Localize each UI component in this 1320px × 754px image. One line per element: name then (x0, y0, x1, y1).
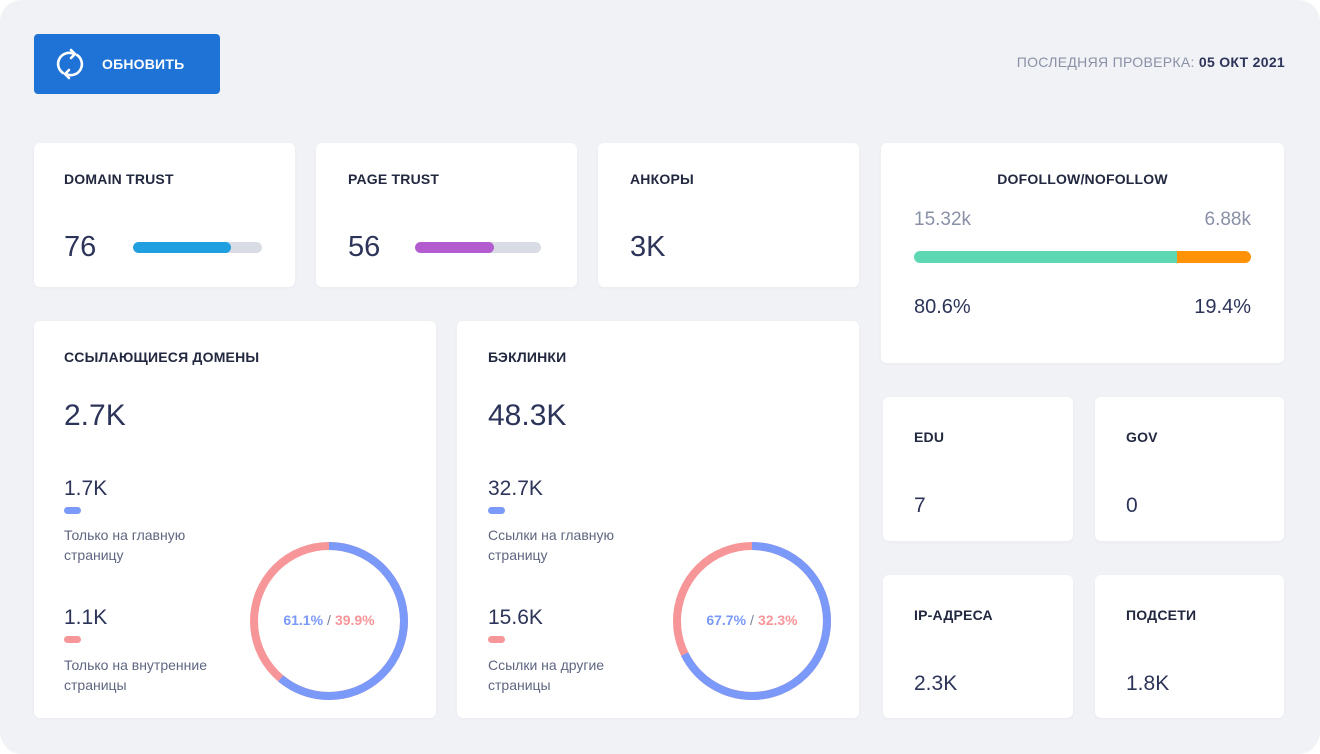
legend-inner-marker (64, 636, 81, 643)
refresh-button[interactable]: ОБНОВИТЬ (34, 34, 220, 94)
backlinks-title: БЭКЛИНКИ (488, 349, 567, 365)
donut-main-segment (250, 542, 408, 700)
referring-domains-inner-desc: Только на внутренние страницы (64, 657, 207, 693)
dofollow-count: 15.32k (914, 209, 972, 230)
subnets-value: 1.8K (1126, 672, 1170, 695)
gov-value: 0 (1126, 494, 1138, 517)
dofollow-percent: 80.6% (914, 296, 971, 318)
dofollow-title: DOFOLLOW/NOFOLLOW (997, 171, 1168, 187)
page-trust-title: PAGE TRUST (348, 171, 440, 187)
donut-separator: / (750, 612, 754, 628)
referring-domains-main-value: 1.7K (64, 477, 108, 500)
backlinks-inner-desc: Ссылки на другие страницы (488, 657, 605, 693)
donut-separator: / (327, 612, 331, 628)
referring-domains-title: ССЫЛАЮЩИЕСЯ ДОМЕНЫ (64, 349, 260, 365)
anchors-card: АНКОРЫ 3K (598, 143, 859, 287)
legend-main-marker (488, 507, 505, 514)
nofollow-count: 6.88k (1204, 209, 1251, 230)
last-check-date: 05 ОКТ 2021 (1198, 54, 1285, 70)
referring-domains-donut-label: 61.1%/39.9% (248, 612, 410, 628)
anchors-value: 3K (630, 231, 666, 263)
gov-card: GOV 0 (1095, 397, 1284, 541)
page-trust-value: 56 (348, 231, 381, 263)
backlinks-card: БЭКЛИНКИ 48.3K 32.7K Ссылки на главную с… (457, 321, 859, 718)
page-trust-bar (415, 242, 541, 253)
ip-addresses-title: IP-АДРЕСА (914, 607, 993, 623)
domain-trust-bar (133, 242, 262, 253)
domain-trust-bar-fill (133, 242, 232, 253)
donut-main-percent: 61.1% (283, 612, 324, 628)
dofollow-ratio-bar (914, 251, 1251, 263)
donut-inner-percent: 32.3% (757, 612, 798, 628)
backlinks-donut: 67.7%/32.3% (671, 540, 833, 702)
page-trust-bar-fill (415, 242, 495, 253)
edu-title: EDU (914, 429, 945, 445)
edu-value: 7 (914, 494, 926, 517)
subnets-card: ПОДСЕТИ 1.8K (1095, 575, 1284, 718)
anchors-title: АНКОРЫ (630, 171, 694, 187)
refresh-icon (55, 46, 85, 82)
refresh-label: ОБНОВИТЬ (102, 56, 185, 72)
nofollow-segment (1176, 251, 1251, 263)
referring-domains-donut-svg (250, 542, 408, 700)
edu-card: EDU 7 (883, 397, 1073, 541)
backlinks-main-desc: Ссылки на главную страницу (488, 527, 615, 563)
donut-main-percent: 67.7% (706, 612, 747, 628)
legend-main-marker (64, 507, 81, 514)
gov-title: GOV (1126, 429, 1158, 445)
backlinks-total: 48.3K (488, 399, 567, 432)
referring-domains-total: 2.7K (64, 399, 126, 432)
backlinks-inner-value: 15.6K (488, 606, 543, 629)
domain-trust-title: DOMAIN TRUST (64, 171, 174, 187)
backlinks-donut-svg (673, 542, 831, 700)
last-check-label: ПОСЛЕДНЯЯ ПРОВЕРКА: (1016, 54, 1195, 70)
backlinks-main-value: 32.7K (488, 477, 543, 500)
legend-inner-marker (488, 636, 505, 643)
ip-addresses-value: 2.3K (914, 672, 958, 695)
donut-main-segment (673, 542, 831, 700)
referring-domains-card: ССЫЛАЮЩИЕСЯ ДОМЕНЫ 2.7K 1.7K Только на г… (34, 321, 436, 718)
domain-trust-value: 76 (64, 231, 97, 263)
last-check: ПОСЛЕДНЯЯ ПРОВЕРКА: 05 ОКТ 2021 (1017, 54, 1285, 70)
referring-domains-donut: 61.1%/39.9% (248, 540, 410, 702)
donut-inner-percent: 39.9% (334, 612, 375, 628)
domain-trust-card: DOMAIN TRUST 76 (34, 143, 295, 287)
referring-domains-inner-value: 1.1K (64, 606, 108, 629)
nofollow-percent: 19.4% (1194, 296, 1251, 318)
backlinks-donut-label: 67.7%/32.3% (671, 612, 833, 628)
subnets-title: ПОДСЕТИ (1126, 607, 1197, 623)
page-trust-card: PAGE TRUST 56 (316, 143, 577, 287)
referring-domains-main-desc: Только на главную страницу (64, 527, 186, 563)
ip-addresses-card: IP-АДРЕСА 2.3K (883, 575, 1073, 718)
dofollow-segment (914, 251, 1177, 263)
